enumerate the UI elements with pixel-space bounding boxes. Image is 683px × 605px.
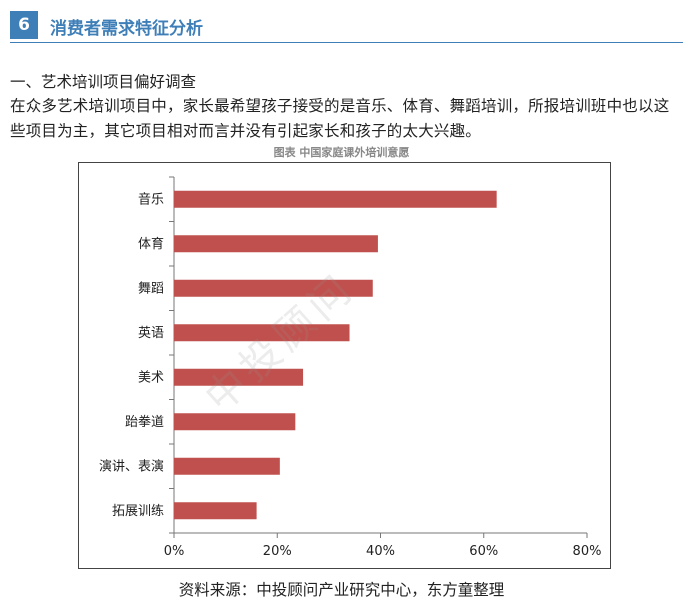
x-tick-label-1: 0% xyxy=(164,544,185,559)
bar-3 xyxy=(174,279,373,297)
category-label-1: 音乐 xyxy=(138,191,164,207)
bar-8 xyxy=(174,502,257,520)
body-paragraph: 在众多艺术培训项目中，家长最希望孩子接受的是音乐、体育、舞蹈培训，所报培训班中也… xyxy=(10,97,670,140)
x-tick-label-5: 80% xyxy=(573,544,602,559)
category-label-3: 舞蹈 xyxy=(138,281,164,296)
x-tick-label-4: 60% xyxy=(469,544,498,559)
bar-7 xyxy=(174,457,280,475)
bar-5 xyxy=(174,368,304,386)
category-label-2: 体育 xyxy=(138,236,164,252)
source-note: 资料来源：中投顾问产业研究中心，东方童整理 xyxy=(178,581,505,599)
chart-caption: 图表 中国家庭课外培训意愿 xyxy=(273,146,410,159)
section-title: 消费者需求特征分析 xyxy=(50,19,203,39)
bar-6 xyxy=(174,413,296,431)
category-label-4: 英语 xyxy=(138,326,164,341)
category-label-6: 跆拳道 xyxy=(125,414,164,430)
bar-1 xyxy=(174,190,497,208)
x-tick-label-2: 20% xyxy=(263,544,292,559)
x-tick-label-3: 40% xyxy=(366,544,395,559)
chart-container: 音乐体育舞蹈英语美术跆拳道演讲、表演拓展训练 0% 20% 40% 60% 80% xyxy=(78,162,611,569)
bar-2 xyxy=(174,235,378,253)
bar-4 xyxy=(174,324,350,342)
section-header: 6 消费者需求特征分析 xyxy=(10,8,683,43)
section-number-badge: 6 xyxy=(10,11,38,39)
category-label-8: 拓展训练 xyxy=(112,504,164,519)
subheading: 一、艺术培训项目偏好调查 xyxy=(10,73,197,91)
category-label-7: 演讲、表演 xyxy=(99,458,164,474)
category-label-5: 美术 xyxy=(138,370,164,385)
